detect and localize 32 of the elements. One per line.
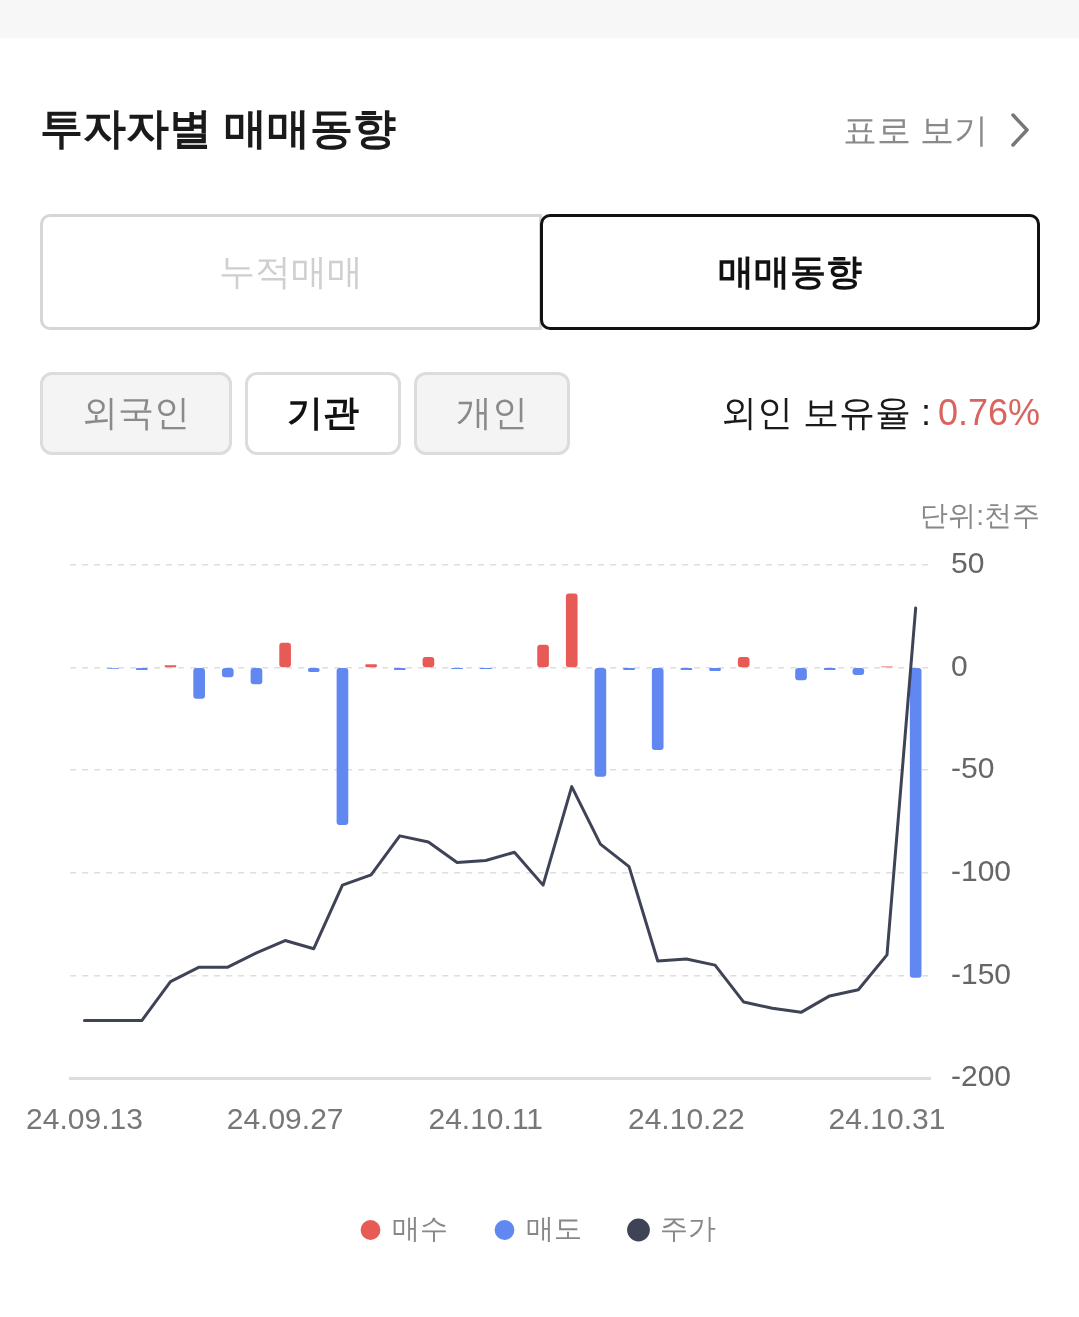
y-tick-label: 50 <box>951 546 985 580</box>
bar <box>651 668 664 751</box>
text: 외인 보유율 : <box>720 390 931 435</box>
x-tick-label: 24.09.27 <box>226 1102 344 1136</box>
y-axis-title: 단위:천주 <box>920 499 1040 531</box>
x-tick-label: 24.10.11 <box>428 1102 544 1136</box>
x-tick-label: 24.10.22 <box>627 1102 745 1136</box>
bar <box>279 642 291 668</box>
text: 0.76% <box>937 392 1040 434</box>
y-tick-label: -100 <box>951 854 1012 888</box>
legend-label: 매수 <box>391 1212 448 1244</box>
bar <box>909 668 922 978</box>
bar <box>336 668 349 825</box>
button[interactable]: 외국인 <box>40 372 232 455</box>
bar <box>193 668 205 699</box>
link[interactable]: 표로 보기 <box>842 110 1030 150</box>
legend-label: 매도 <box>525 1212 582 1244</box>
x-tick-label: 24.09.13 <box>26 1102 143 1136</box>
y-tick-label: 0 <box>951 648 968 682</box>
button[interactable]: 기관 <box>245 372 401 455</box>
bar <box>250 668 263 685</box>
x-tick-label: 24.10.31 <box>828 1102 946 1136</box>
bar <box>537 644 549 668</box>
legend-label: 주가 <box>659 1212 716 1244</box>
y-tick-label: -200 <box>951 1059 1012 1093</box>
chart-title: 투자자별 매매동향 <box>40 103 396 154</box>
bar <box>565 593 578 668</box>
y-tick-label: -50 <box>951 751 995 785</box>
tab[interactable]: 매매동향 <box>540 214 1040 330</box>
button[interactable]: 개인 <box>414 372 570 455</box>
bar <box>594 668 607 777</box>
y-tick-label: -150 <box>951 956 1012 990</box>
